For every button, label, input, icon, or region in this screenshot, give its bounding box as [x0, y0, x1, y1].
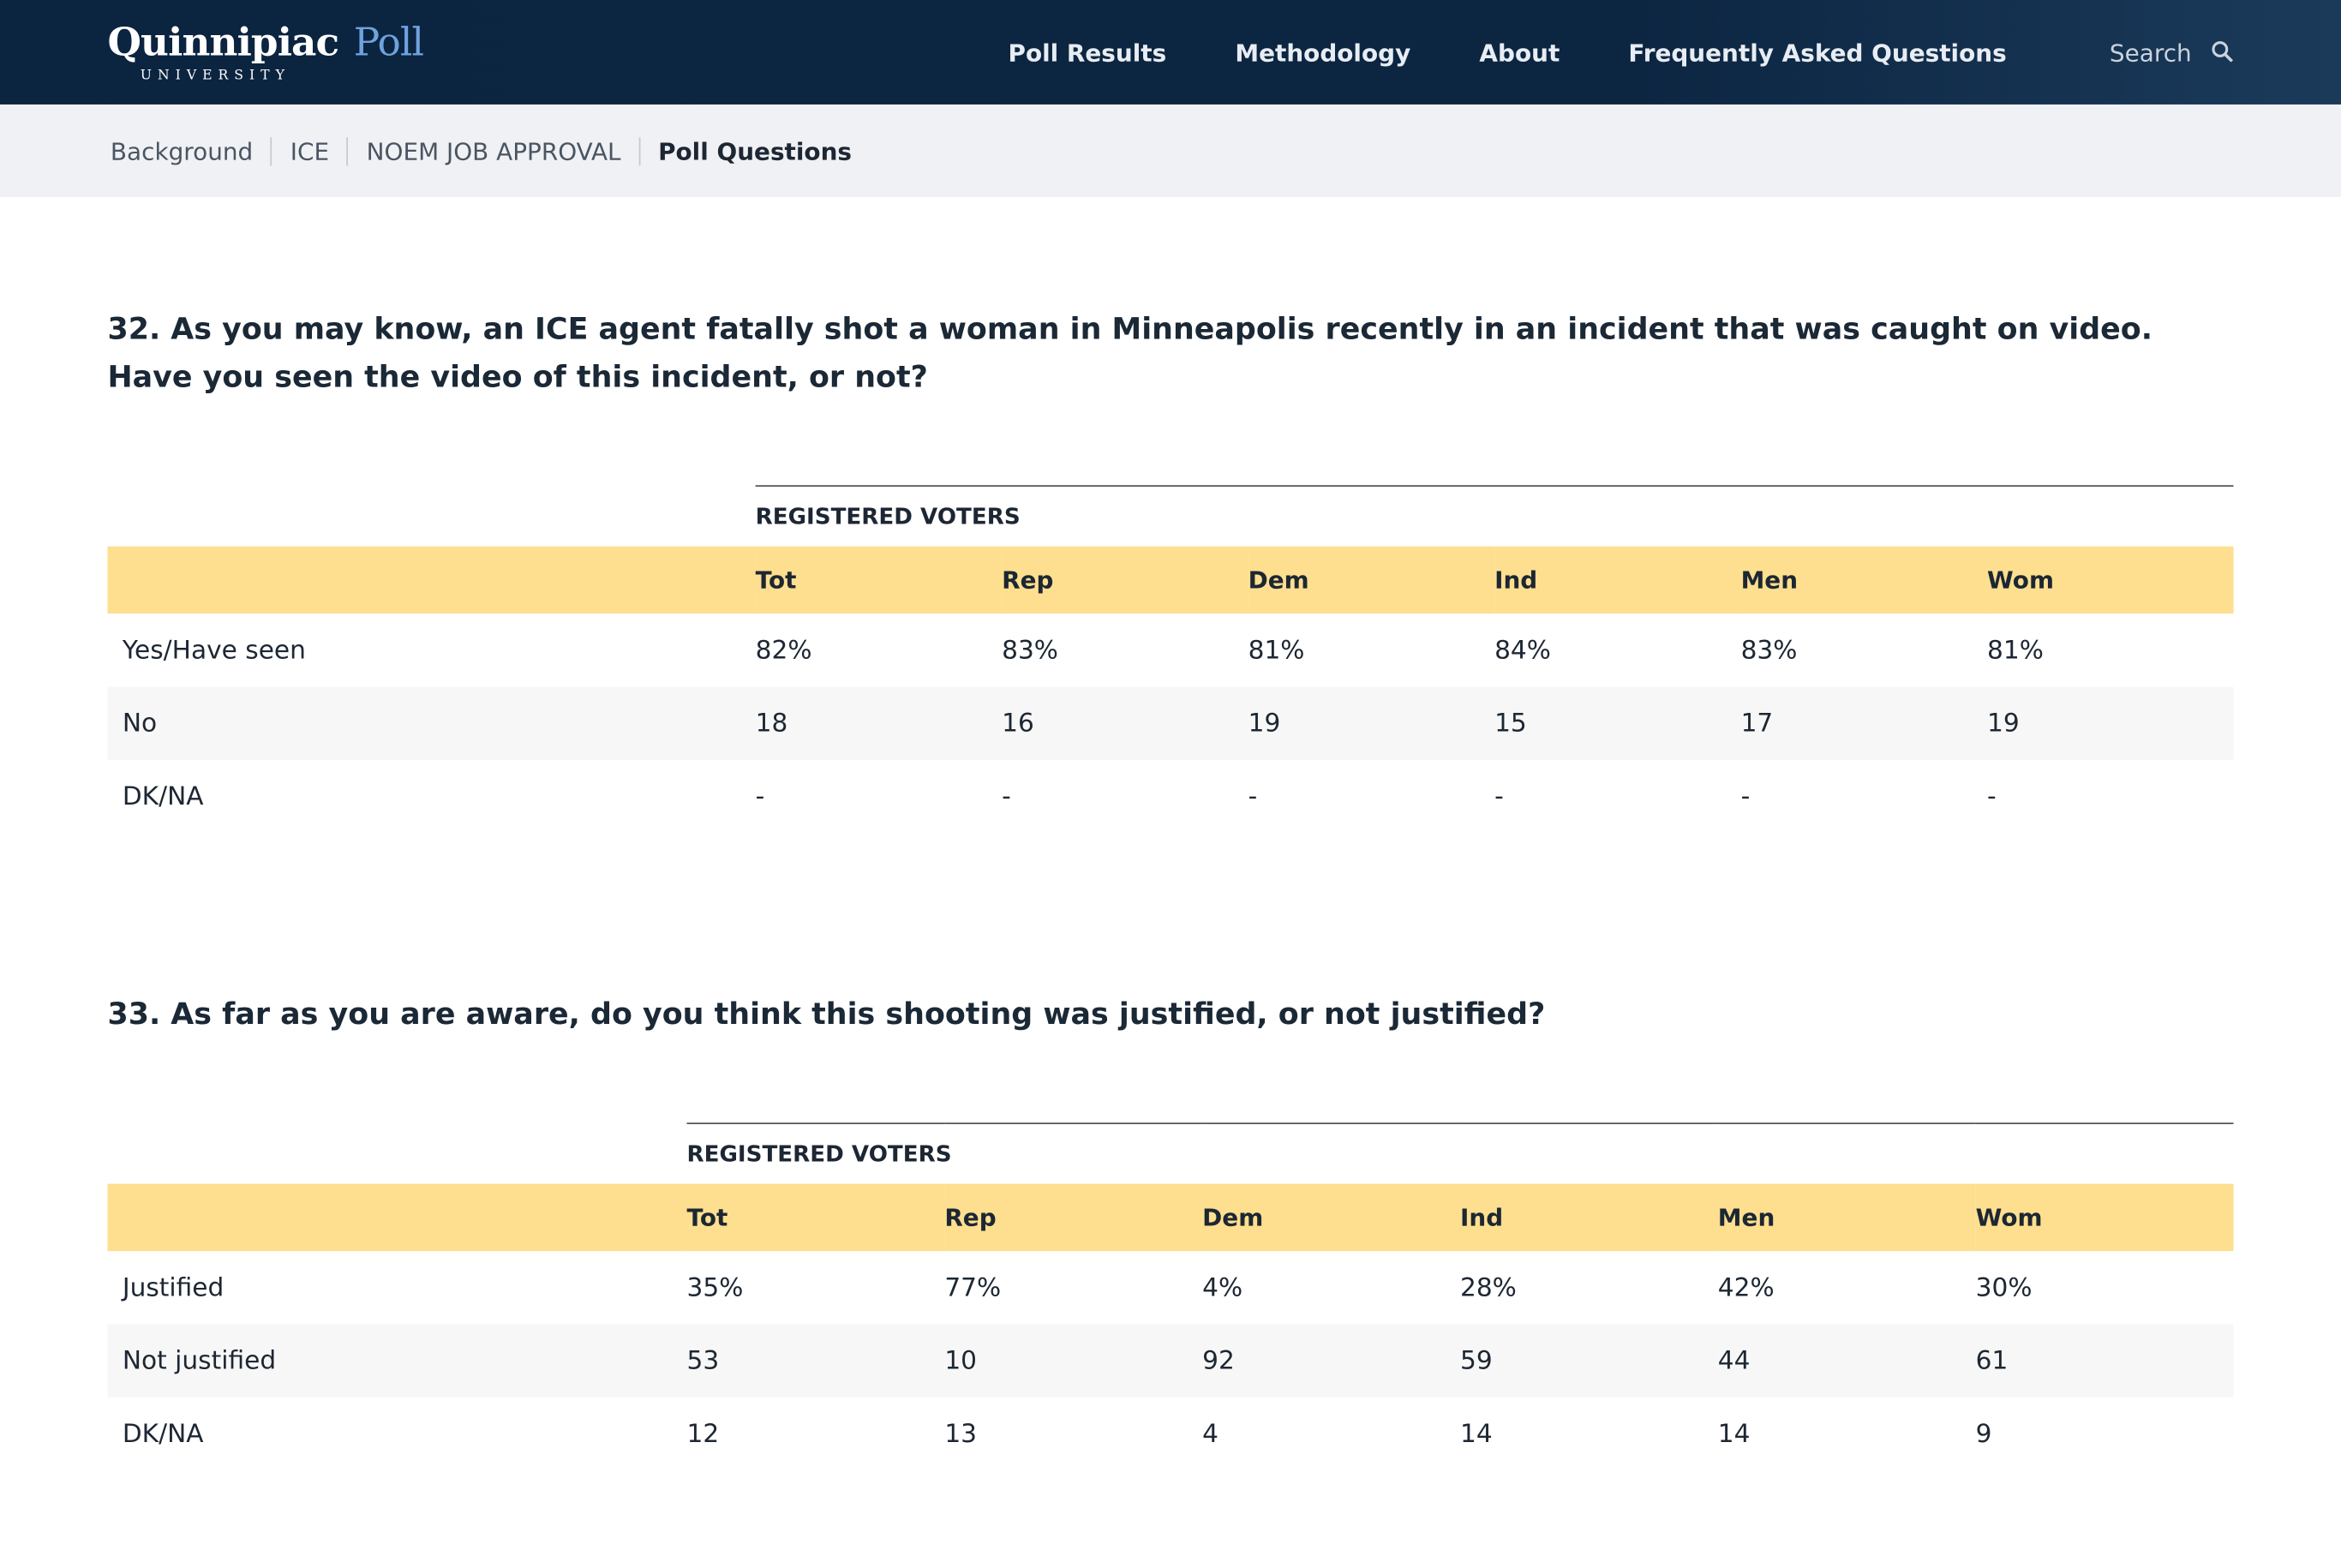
value-cell: 53 [686, 1324, 945, 1397]
search-icon [2212, 41, 2234, 63]
question-text: 32. As you may know, an ICE agent fatall… [107, 310, 2152, 394]
header-row: Tot Rep Dem Ind Men Wom [107, 546, 2234, 614]
nav-links: Poll Results Methodology About Frequently A… [1009, 39, 2007, 67]
cell [107, 486, 755, 547]
nav-link[interactable]: Frequently Asked Questions [1628, 39, 2007, 68]
breadcrumb[interactable]: Poll Questions [638, 136, 869, 165]
value-cell: - [1987, 781, 1997, 811]
value-cell: 12 [686, 1419, 720, 1449]
value-cell: 81% [1248, 635, 1305, 666]
value-cell: - [1248, 781, 1258, 811]
column-header: Dem [1248, 546, 1495, 614]
data-row: No 18 16 19 15 17 19 [107, 686, 2234, 760]
data-row: DK/NA 12 13 4 14 14 9 [107, 1397, 2233, 1470]
row-label: Not justified [107, 1324, 687, 1397]
column-header: Ind [1494, 546, 1741, 614]
results-table: REGISTERED VOTERS Tot Rep Dem Ind Men Wom Justi… [107, 1122, 2234, 1470]
search-label: Search [2109, 39, 2192, 68]
nav-link[interactable]: Poll Results [1008, 39, 1167, 68]
value-cell: 13 [944, 1419, 978, 1449]
value-cell: 92 [1202, 1324, 1460, 1397]
column-header: Men [1740, 546, 1988, 614]
value-cell: 10 [944, 1324, 1203, 1397]
data-row: Justified 35% 77% 4% 28% 42% 30% [107, 1251, 2233, 1324]
value-cell: 4 [1202, 1419, 1219, 1449]
value-cell: 83% [1740, 635, 1798, 666]
value-cell: - [755, 781, 765, 811]
value-cell: - [1740, 781, 1751, 811]
value-cell: 14 [1459, 1419, 1493, 1449]
value-cell: 82% [755, 635, 812, 666]
value-cell: 14 [1717, 1419, 1751, 1449]
nav-link[interactable]: Methodology [1235, 39, 1411, 68]
value-cell: 83% [1002, 635, 1058, 666]
row-label: Yes/Have seen [122, 635, 306, 666]
cell [107, 1123, 686, 1184]
logo-text: Quinnipiac [107, 21, 339, 66]
logo[interactable]: Quinnipiac Poll UNIVERSITY [107, 21, 424, 83]
data-row: DK/NA - - - - - - [107, 760, 2233, 833]
nav-bar: Quinnipiac Poll UNIVERSITY Poll Results Met… [0, 0, 2341, 105]
header-row: Tot Rep Dem Ind Men Wom [107, 1183, 2234, 1252]
logo-poll: Poll [353, 21, 424, 66]
search[interactable]: Search [2110, 39, 2235, 67]
column-header: Wom [1975, 1183, 2234, 1252]
value-cell: 4% [1202, 1272, 1243, 1303]
value-cell: 84% [1494, 635, 1551, 666]
column-header: Rep [944, 1183, 1203, 1252]
value-cell: 18 [755, 686, 1003, 760]
value-cell: 9 [1975, 1419, 1992, 1449]
value-cell: 42% [1717, 1272, 1775, 1303]
data-row: Yes/Have seen 82% 83% 81% 84% 83% 81% [107, 613, 2233, 686]
column-header: Men [1717, 1183, 1976, 1252]
breadcrumb[interactable]: ICE [271, 136, 347, 165]
breadcrumb[interactable]: Background [110, 136, 254, 165]
row-label: DK/NA [122, 781, 204, 811]
breadcrumb[interactable]: NOEM JOB APPROVAL [347, 136, 638, 165]
group-label: REGISTERED VOTERS [755, 485, 2234, 547]
cell [107, 1183, 687, 1252]
group-row: REGISTERED VOTERS [107, 1122, 2234, 1184]
value-cell: 19 [1248, 686, 1495, 760]
value-cell: 16 [1002, 686, 1248, 760]
results-table: REGISTERED VOTERS Tot Rep Dem Ind Men Wom Yes/H… [107, 485, 2234, 833]
question-text: 33. As far as you are aware, do you thin… [107, 996, 1546, 1032]
value-cell: 19 [1987, 686, 2234, 760]
group-row: REGISTERED VOTERS [107, 485, 2234, 547]
value-cell: 28% [1459, 1272, 1517, 1303]
column-header: Tot [686, 1183, 945, 1252]
column-header: Wom [1987, 546, 2234, 614]
value-cell: 77% [944, 1272, 1002, 1303]
column-header: Ind [1459, 1183, 1718, 1252]
group-label: REGISTERED VOTERS [686, 1122, 2234, 1184]
value-cell: 81% [1987, 635, 2044, 666]
value-cell: 30% [1975, 1272, 2033, 1303]
data-row: Not justified 53 10 92 59 44 61 [107, 1324, 2234, 1397]
row-label: DK/NA [122, 1419, 204, 1449]
breadcrumbs: Background ICE NOEM JOB APPROVAL Poll Quest… [0, 104, 2341, 197]
value-cell: 15 [1494, 686, 1741, 760]
column-header: Tot [755, 546, 1003, 614]
value-cell: 61 [1975, 1324, 2234, 1397]
value-cell: 59 [1459, 1324, 1718, 1397]
value-cell: - [1002, 781, 1011, 811]
row-label: No [107, 686, 756, 760]
value-cell: 35% [686, 1272, 744, 1303]
nav-link[interactable]: About [1479, 39, 1560, 68]
value-cell: - [1494, 781, 1504, 811]
value-cell: 44 [1717, 1324, 1976, 1397]
column-header: Dem [1202, 1183, 1460, 1252]
value-cell: 17 [1740, 686, 1988, 760]
cell [107, 546, 756, 614]
column-header: Rep [1002, 546, 1248, 614]
logo-sub: UNIVERSITY [140, 69, 290, 84]
row-label: Justified [122, 1272, 225, 1303]
